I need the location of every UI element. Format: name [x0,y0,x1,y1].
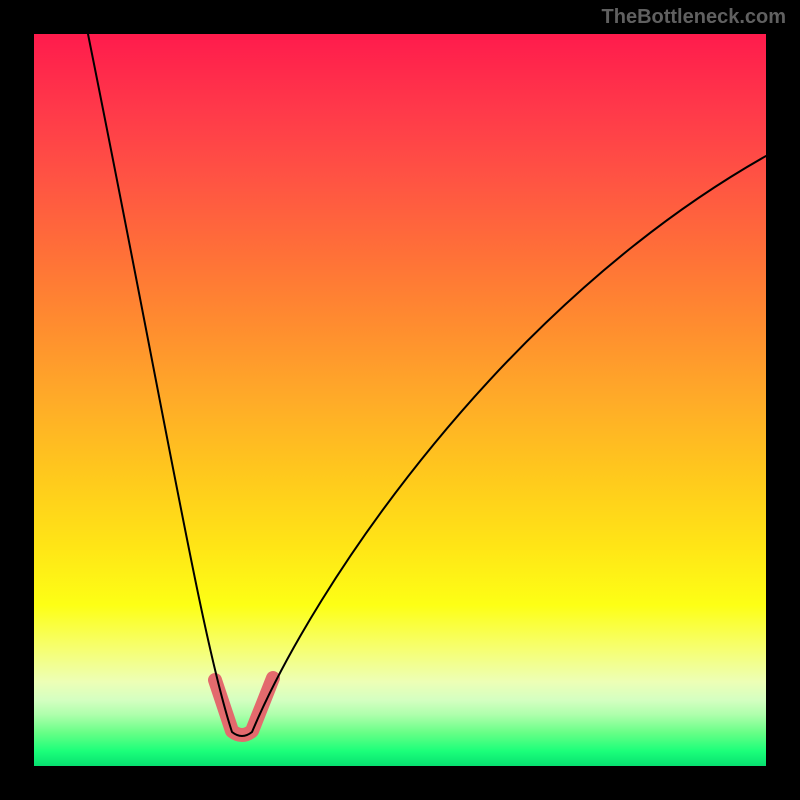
chart-background [34,34,766,766]
chart-container [34,34,766,766]
watermark-text: TheBottleneck.com [602,6,786,29]
v-curve-chart [34,34,766,766]
